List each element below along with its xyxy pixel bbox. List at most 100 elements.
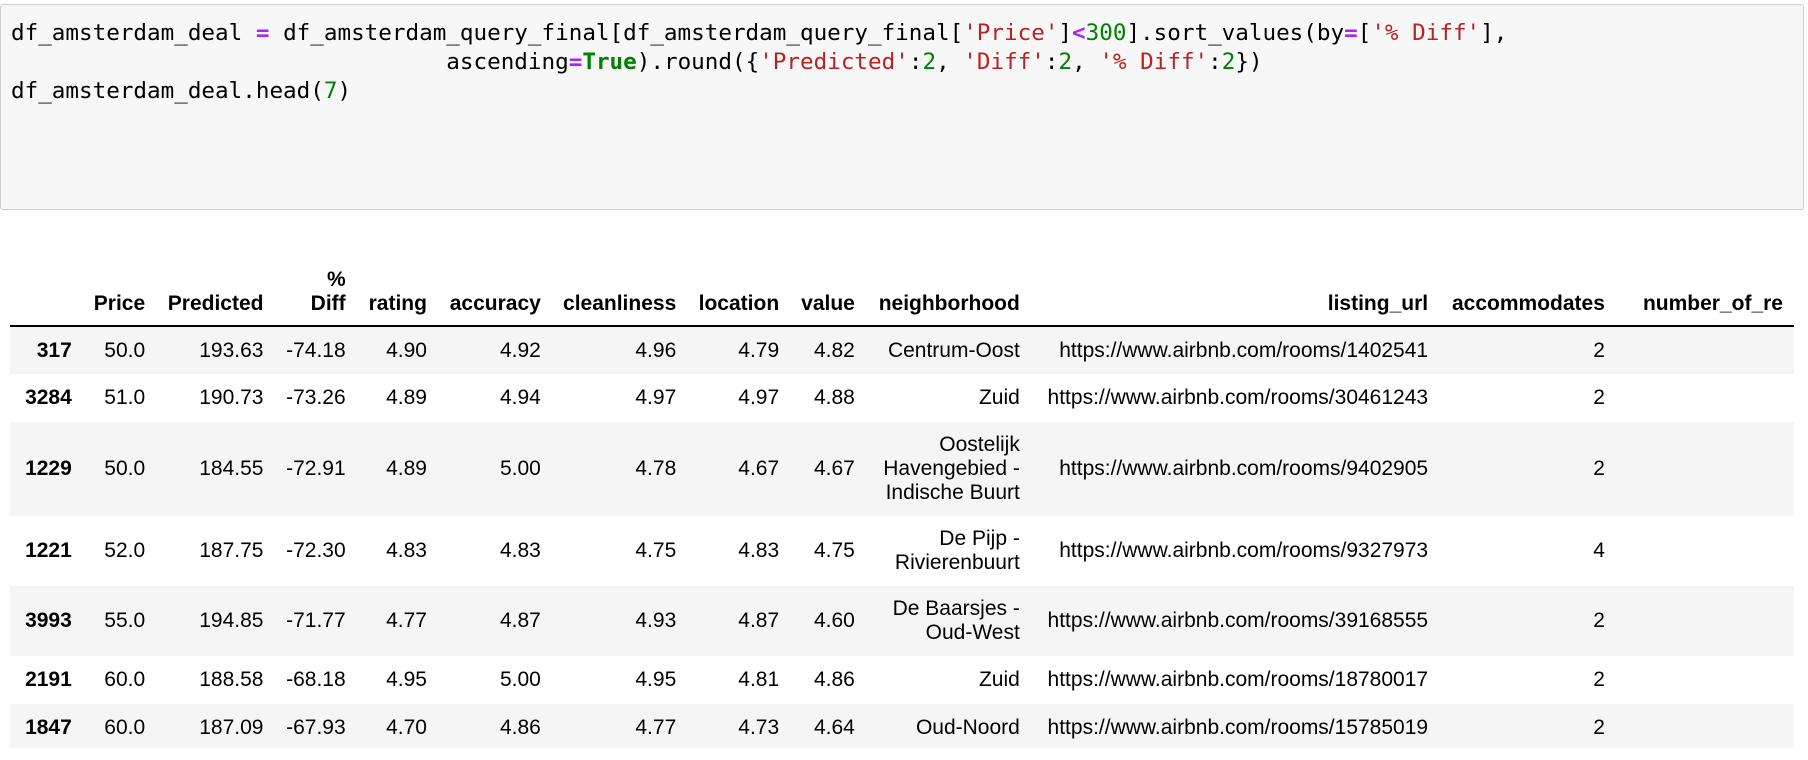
cell-accuracy: 5.00 [499,457,541,480]
code-line-1: df_amsterdam_deal = df_amsterdam_query_f… [11,20,1507,46]
cell-price: 50.0 [104,457,146,480]
table-row: 3993 55.0 194.85 -71.77 4.77 4.87 4.93 4… [10,586,1794,656]
code-token: }) [1235,49,1263,75]
table-row: 3284 51.0 190.73 -73.26 4.89 4.94 4.97 4… [10,374,1794,422]
cell-cleanliness: 4.96 [635,338,677,362]
cell-location: 4.73 [738,716,780,739]
code-token: df_amsterdam_deal.head( [11,78,324,104]
table-row: 2191 60.0 188.58 -68.18 4.95 5.00 4.95 4… [10,656,1794,704]
code-token: '% Diff' [1371,20,1481,46]
code-token: 2 [1058,49,1073,75]
cell-neighborhood: Oostelijk Havengebied - Indische Buurt [866,422,1031,516]
cell-cleanliness: 4.77 [635,716,677,739]
cell-number-of-reviews [1616,516,1794,586]
code-token: ].sort_values(by [1126,20,1345,46]
cell-accommodates: 2 [1593,716,1605,739]
cell-number-of-reviews [1616,704,1794,748]
cell-rating: 4.90 [386,338,427,362]
cell-value: 4.82 [813,338,855,362]
code-token: 'Price' [963,20,1059,46]
cell-location: 4.83 [738,539,780,562]
cell-price: 50.0 [104,338,146,362]
code-token: ], [1480,20,1508,46]
cell-value: 4.88 [813,386,855,409]
neighborhood-line: Rivierenbuurt [894,551,1020,574]
cell-predicted: 187.09 [199,716,264,739]
column-header-pct-diff-line1: % [326,268,346,291]
row-index: 1229 [25,457,72,480]
cell-output: Price Predicted % Diff rating accuracy cl… [10,248,1794,748]
neighborhood-line: Indische Buurt [885,481,1020,504]
code-token: = [242,20,284,46]
cell-value: 4.64 [813,716,855,739]
neighborhood-line: Centrum-Oost [887,338,1020,362]
cell-rating: 4.89 [386,457,427,480]
cell-predicted: 193.63 [199,338,264,362]
cell-price: 55.0 [104,609,146,632]
column-header-value: value [790,248,866,327]
column-header-location: location [687,248,791,327]
cell-pct-diff: -71.77 [286,609,346,632]
cell-predicted: 188.58 [199,668,264,691]
header-row: Price Predicted % Diff rating accuracy cl… [10,248,1794,327]
index-header [10,248,83,327]
code-token: [ [1357,20,1372,46]
cell-value: 4.75 [813,539,855,562]
code-token: ) [337,78,352,104]
column-header-accommodates: accommodates [1439,248,1616,327]
cell-location: 4.67 [738,457,780,480]
cell-number-of-reviews [1616,326,1794,374]
cell-listing-url: https://www.airbnb.com/rooms/18780017 [1047,668,1429,691]
neighborhood-line: Oostelijk [939,433,1020,456]
code-token: ).round({ [636,49,760,75]
cell-neighborhood: De Pijp - Rivierenbuurt [866,516,1031,586]
cell-pct-diff: -72.30 [286,539,346,562]
cell-listing-url: https://www.airbnb.com/rooms/39168555 [1047,609,1429,632]
column-header-price: Price [82,248,157,327]
cell-location: 4.81 [738,668,780,691]
cell-accommodates: 2 [1593,338,1605,362]
code-token: 7 [323,78,338,104]
column-header-predicted: Predicted [156,248,275,327]
code-token: 300 [1085,20,1127,46]
cell-accuracy: 4.94 [499,386,541,409]
code-editor[interactable]: df_amsterdam_deal = df_amsterdam_query_f… [11,19,1803,106]
cell-cleanliness: 4.97 [635,386,677,409]
cell-rating: 4.83 [386,539,427,562]
cell-price: 60.0 [104,716,146,739]
cell-number-of-reviews [1616,422,1794,516]
column-header-cleanliness: cleanliness [551,248,688,327]
cell-listing-url: https://www.airbnb.com/rooms/15785019 [1047,716,1429,739]
code-line-3: df_amsterdam_deal.head(7) [11,78,351,104]
column-header-accuracy: accuracy [437,248,552,327]
cell-rating: 4.70 [386,716,427,739]
cell-cleanliness: 4.75 [635,539,677,562]
code-token: < [1072,20,1086,46]
cell-predicted: 187.75 [199,539,264,562]
dataframe-table: Price Predicted % Diff rating accuracy cl… [10,248,1794,748]
cell-number-of-reviews [1616,656,1794,704]
neighborhood-line: Zuid [978,386,1020,409]
cell-accommodates: 4 [1593,539,1605,562]
cell-cleanliness: 4.93 [635,609,677,632]
cell-listing-url: https://www.airbnb.com/rooms/1402541 [1059,338,1429,362]
code-cell-input[interactable]: df_amsterdam_deal = df_amsterdam_query_f… [0,4,1804,210]
cell-accommodates: 2 [1593,386,1605,409]
column-header-rating: rating [356,248,438,327]
code-token: 'Diff' [963,49,1045,75]
neighborhood-line: De Pijp - [939,527,1020,550]
cell-predicted: 190.73 [199,386,264,409]
code-line-2: ascending=True).round({'Predicted':2, 'D… [11,49,1263,75]
cell-cleanliness: 4.95 [635,668,677,691]
neighborhood-line: Oud-Noord [915,716,1020,739]
column-header-neighborhood: neighborhood [865,248,1031,327]
code-token: : [1208,49,1222,75]
cell-predicted: 194.85 [199,609,264,632]
cell-price: 52.0 [104,539,146,562]
neighborhood-line: Zuid [978,668,1020,691]
cell-accuracy: 4.92 [499,338,541,362]
code-token: = [1344,20,1358,46]
cell-accuracy: 4.83 [499,539,541,562]
cell-location: 4.87 [738,609,780,632]
table-row: 1847 60.0 187.09 -67.93 4.70 4.86 4.77 4… [10,704,1794,748]
